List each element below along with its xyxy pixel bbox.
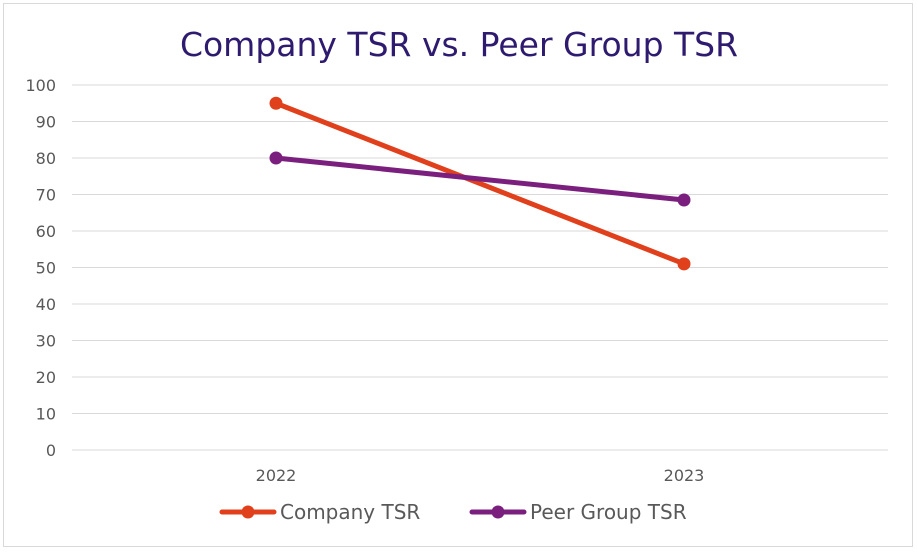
- legend-label: Company TSR: [280, 500, 420, 524]
- gridlines: [72, 84, 888, 451]
- y-tick-label: 50: [36, 259, 56, 278]
- y-tick-label: 10: [36, 405, 56, 424]
- x-axis-ticks: 2022 2023: [256, 466, 705, 485]
- y-tick-label: 90: [36, 113, 56, 132]
- data-point-0-1: [677, 257, 691, 271]
- chart-frame: [3, 3, 913, 547]
- x-tick-label: 2023: [664, 466, 705, 485]
- y-tick-label: 30: [36, 332, 56, 351]
- legend-marker-0: [241, 505, 255, 519]
- y-axis-ticks: 0 10 20 30 40 50 60 70 80 90 100: [25, 76, 56, 460]
- data-point-0-0: [269, 96, 283, 110]
- series-layer: [269, 96, 691, 271]
- y-tick-label: 0: [46, 441, 56, 460]
- data-point-1-0: [269, 151, 283, 165]
- data-point-1-1: [677, 193, 691, 207]
- series-line-0: [273, 100, 687, 267]
- y-tick-label: 40: [36, 295, 56, 314]
- x-tick-label: 2022: [256, 466, 297, 485]
- legend-label: Peer Group TSR: [530, 500, 687, 524]
- legend: Company TSR Peer Group TSR: [219, 500, 687, 524]
- y-tick-label: 20: [36, 368, 56, 387]
- series-line-1: [273, 155, 687, 203]
- y-tick-label: 80: [36, 149, 56, 168]
- y-tick-label: 70: [36, 186, 56, 205]
- y-tick-label: 60: [36, 222, 56, 241]
- y-tick-label: 100: [25, 76, 56, 95]
- legend-marker-1: [491, 505, 505, 519]
- chart-title: Company TSR vs. Peer Group TSR: [180, 25, 738, 64]
